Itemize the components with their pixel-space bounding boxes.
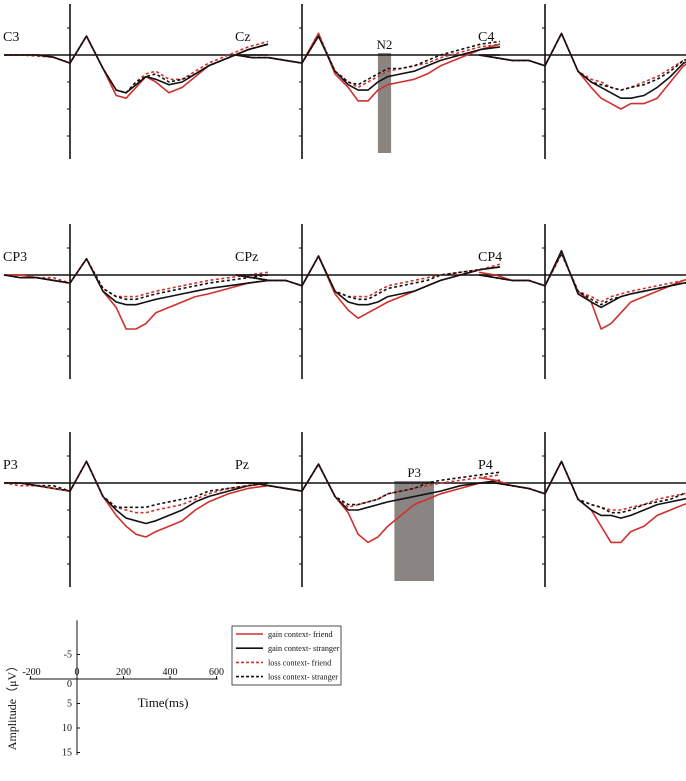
waveform-loss-context-friend <box>4 258 269 298</box>
scale-x-tick-label: 200 <box>116 667 131 678</box>
erp-panel-cpz: CPz <box>235 224 501 379</box>
waveform-gain-context-stranger <box>4 460 269 525</box>
time-window-p3 <box>394 481 434 581</box>
waveform-loss-context-stranger <box>478 32 686 91</box>
waveform-gain-context-stranger <box>3 258 269 306</box>
legend-label: loss context- friend <box>268 658 331 667</box>
waveform-gain-context-stranger <box>4 35 269 94</box>
component-label-p3: P3 <box>407 465 421 480</box>
electrode-label: Cz <box>235 30 251 45</box>
scale-x-axis-label: Time(ms) <box>138 695 189 710</box>
scale-y-axis-label: Amplitude（μV） <box>5 660 19 750</box>
scale-y-tick-label: 10 <box>62 723 72 734</box>
waveform-loss-context-stranger <box>235 255 501 301</box>
erp-panel-c4: C4 <box>478 4 686 159</box>
waveform-loss-context-stranger <box>479 460 686 514</box>
scale-x-tick-label: -200 <box>22 667 40 678</box>
scale-axes: -200 0 200 400 600-5051015Time(ms)Amplitude（… <box>5 620 224 759</box>
erp-panel-cp3: CP3 <box>3 224 269 379</box>
erp-panel-p4: P4 <box>478 432 686 587</box>
waveform-loss-context-stranger <box>4 35 269 94</box>
waveform-loss-context-friend <box>235 255 501 298</box>
waveform-gain-context-friend <box>478 252 686 330</box>
waveform-gain-context-friend <box>4 460 269 538</box>
waveform-loss-context-friend <box>235 32 501 89</box>
erp-panel-pz: P3 Pz <box>235 432 501 587</box>
electrode-label: P4 <box>478 458 493 473</box>
waveform-gain-context-stranger <box>235 35 501 91</box>
scale-y-tick-label: 15 <box>62 748 72 759</box>
legend-label: loss context- stranger <box>268 673 338 682</box>
waveform-loss-context-friend <box>478 32 686 91</box>
erp-panel-cz: N2 Cz <box>235 4 501 159</box>
waveform-gain-context-friend <box>235 255 501 319</box>
scale-x-tick-label: 400 <box>163 667 178 678</box>
legend-label: gain context- friend <box>268 630 333 639</box>
legend: gain context- friend gain context- strang… <box>231 625 342 686</box>
waveform-loss-context-stranger <box>4 460 269 509</box>
waveform-gain-context-friend <box>4 35 269 99</box>
electrode-label: C4 <box>478 30 494 45</box>
erp-panel-p3: P3 <box>3 432 269 587</box>
waveform-gain-context-friend <box>236 463 501 544</box>
scale-x-tick-label: 600 <box>209 667 224 678</box>
scale-x-tick-label: 0 <box>75 667 80 678</box>
waveform-gain-context-stranger <box>478 32 686 99</box>
erp-panel-cp4: CP4 <box>478 224 686 379</box>
waveform-gain-context-friend <box>4 258 269 330</box>
electrode-label: C3 <box>3 30 19 45</box>
legend-label: gain context- stranger <box>268 644 340 653</box>
waveform-loss-context-stranger <box>478 252 686 306</box>
electrode-label: CPz <box>235 250 258 265</box>
waveform-gain-context-stranger <box>479 460 686 519</box>
scale-y-tick-label: -5 <box>64 650 72 661</box>
electrode-label: P3 <box>3 458 18 473</box>
electrode-label: Pz <box>235 458 249 473</box>
erp-panel-c3: C3 <box>3 4 269 159</box>
component-label-n2: N2 <box>377 37 393 52</box>
waveform-loss-context-friend <box>3 460 269 514</box>
scale-y-tick-label: 5 <box>67 699 72 710</box>
waveform-gain-context-friend <box>478 32 686 110</box>
electrode-label: CP3 <box>3 250 27 265</box>
waveform-loss-context-stranger <box>236 463 501 506</box>
time-window-n2 <box>377 53 392 153</box>
legend-box <box>231 625 342 686</box>
waveform-loss-context-stranger <box>3 258 269 301</box>
waveform-loss-context-stranger <box>235 35 501 86</box>
scale-y-tick-label: 0 <box>67 679 72 690</box>
electrode-label: CP4 <box>478 250 502 265</box>
